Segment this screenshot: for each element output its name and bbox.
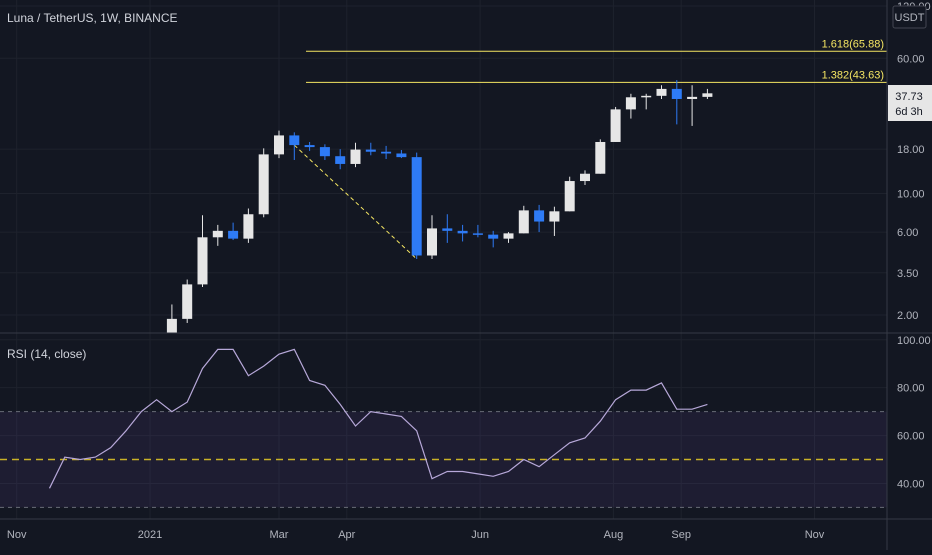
- time-axis-label: Apr: [338, 529, 355, 541]
- candle-body: [549, 211, 560, 222]
- price-axis-label: 18.00: [897, 144, 925, 156]
- candle-body: [671, 88, 682, 99]
- candle-body: [442, 228, 453, 231]
- candle-body: [503, 233, 514, 239]
- candle-body: [319, 147, 330, 157]
- candle-body: [518, 210, 529, 234]
- time-axis-label: Jun: [471, 529, 489, 541]
- candle-body: [381, 151, 392, 154]
- candle-body: [564, 181, 575, 212]
- candles: [166, 80, 713, 333]
- rsi-axis: 100.00 80.00 60.00 40.00: [897, 335, 931, 491]
- candle-body: [411, 157, 422, 256]
- candle-body: [289, 135, 300, 146]
- fib-levels: 1.618(65.88) 1.382(43.63): [306, 38, 887, 83]
- candle-body: [304, 145, 315, 148]
- candle-body: [488, 234, 499, 239]
- time-axis-label: Aug: [604, 529, 624, 541]
- candle-body: [258, 154, 269, 215]
- currency-button[interactable]: USDT: [892, 5, 927, 29]
- candle-body: [212, 230, 223, 238]
- countdown-value: 6d 3h: [895, 106, 923, 118]
- candle-body: [350, 149, 361, 164]
- time-axis: Nov 2021 Mar Apr Jun Aug Sep Nov: [7, 529, 825, 541]
- candle-body: [457, 230, 468, 234]
- candle-body: [472, 233, 483, 235]
- price-axis-label: 10.00: [897, 189, 925, 201]
- time-axis-label: 2021: [138, 529, 162, 541]
- candle-body: [580, 173, 590, 182]
- candle-body: [641, 95, 652, 98]
- last-price-value: 37.73: [895, 91, 923, 103]
- time-axis-label: Mar: [270, 529, 289, 541]
- fib-level-label: 1.618(65.88): [822, 38, 884, 50]
- rsi-axis-label: 80.00: [897, 383, 925, 395]
- last-price-tag: 37.73 6d 3h: [888, 85, 932, 121]
- candle-body: [595, 141, 606, 174]
- candle-body: [625, 97, 636, 110]
- candle-body: [687, 96, 698, 99]
- candle-body: [182, 284, 193, 319]
- candle-body: [427, 228, 437, 256]
- price-axis-label: 60.00: [897, 53, 925, 65]
- fib-level-label: 1.382(43.63): [822, 69, 884, 81]
- candle-body: [228, 230, 239, 239]
- price-axis-label: 2.00: [897, 310, 918, 322]
- rsi-axis-label: 100.00: [897, 335, 931, 347]
- chart-title: Luna / TetherUS, 1W, BINANCE: [7, 11, 178, 25]
- rsi-line: [48, 348, 708, 489]
- candle-body: [365, 149, 376, 152]
- grid: [0, 0, 887, 519]
- rsi-label: RSI (14, close): [7, 347, 86, 361]
- time-axis-label: Nov: [7, 529, 27, 541]
- rsi-band-lines: [0, 411, 887, 508]
- candle-body: [335, 156, 346, 164]
- time-axis-label: Sep: [671, 529, 691, 541]
- candle-body: [166, 318, 177, 333]
- rsi-axis-label: 60.00: [897, 431, 925, 443]
- candle-body: [702, 93, 713, 97]
- candle-body: [534, 210, 545, 222]
- candle-body: [610, 109, 621, 142]
- candle-body: [396, 153, 407, 158]
- price-axis-label: 3.50: [897, 268, 918, 280]
- rsi-axis-label: 40.00: [897, 478, 925, 490]
- price-axis-label: 6.00: [897, 227, 918, 239]
- currency-label: USDT: [895, 12, 925, 24]
- candle-body: [197, 237, 208, 285]
- candle-body: [243, 214, 254, 239]
- candle-body: [656, 88, 667, 96]
- time-axis-label: Nov: [805, 529, 825, 541]
- candle-body: [274, 135, 284, 155]
